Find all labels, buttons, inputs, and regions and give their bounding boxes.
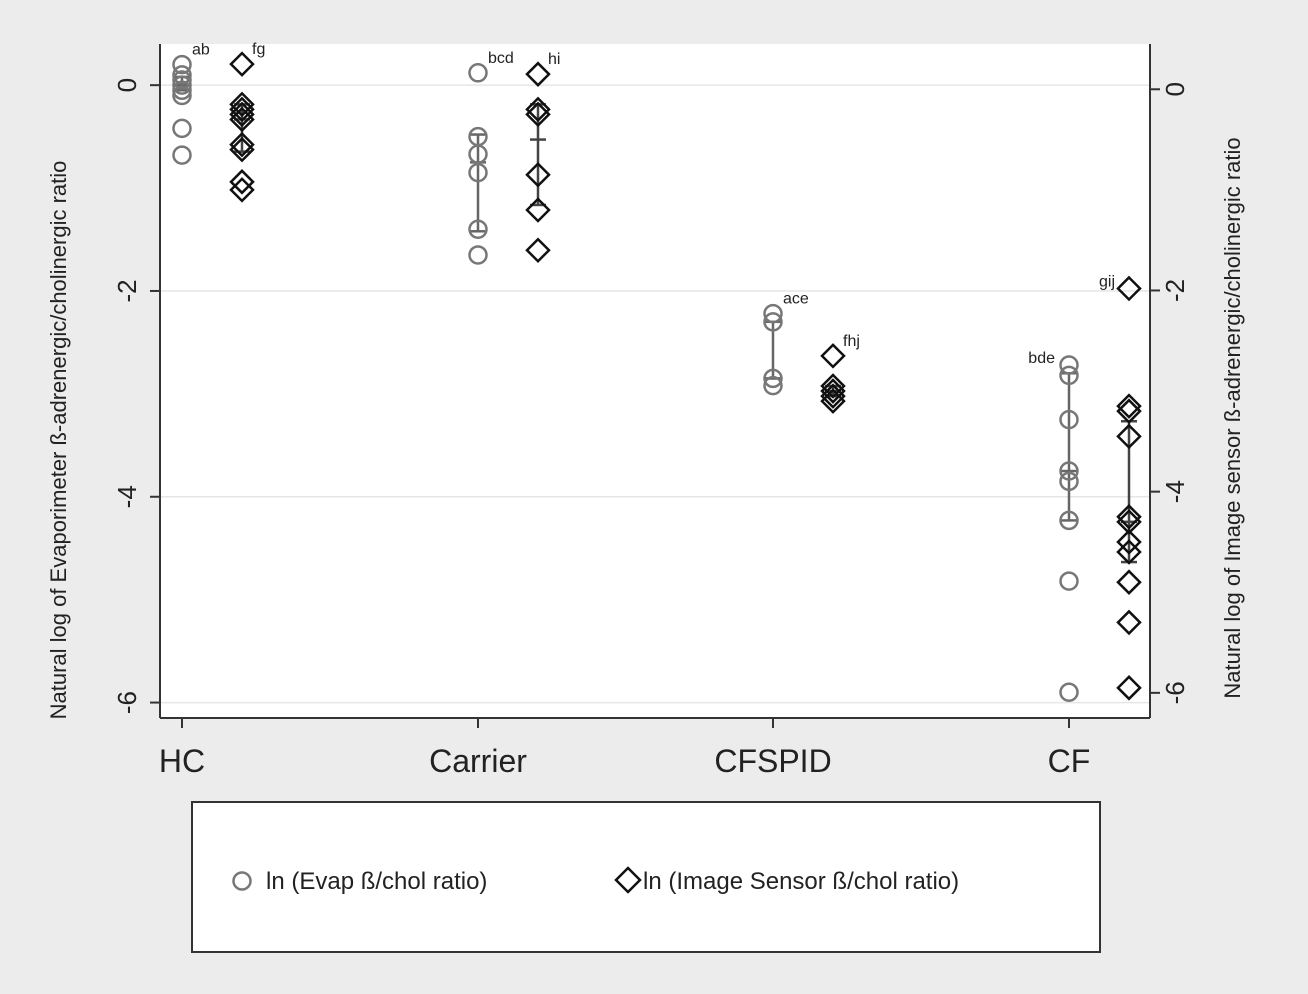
circle-marker [468, 162, 488, 183]
diamond-marker [1116, 275, 1142, 302]
grid-lines [160, 84, 1150, 704]
diamond-marker [820, 373, 846, 399]
annotation-label: hi [548, 51, 560, 68]
circle-marker [172, 80, 192, 101]
diamond-marker [229, 101, 255, 128]
right-axis-ticks: 0 -2 -4 -6 [1150, 82, 1190, 704]
x-category-label: Carrier [429, 743, 527, 779]
circle-marker [468, 63, 488, 83]
legend-label-image-sensor: ln (Image Sensor ß/chol ratio) [643, 868, 959, 895]
circle-marker [763, 375, 783, 396]
x-category-label: CFSPID [714, 743, 831, 779]
circle-marker [763, 368, 783, 389]
diamond-marker [1116, 423, 1142, 450]
diamond-marker [820, 343, 846, 369]
right-axis-title: Natural log of Image sensor ß-adrenergic… [1220, 137, 1245, 698]
plot-area [160, 44, 1150, 718]
diamond-marker [1116, 509, 1142, 535]
diamond-marker [1116, 504, 1142, 530]
diamond-marker [1116, 398, 1142, 424]
annotation-label: bcd [488, 50, 514, 67]
circle-marker [1059, 409, 1079, 430]
left-tick-label: -4 [112, 485, 142, 508]
diamond-marker [525, 96, 551, 123]
annotation-label: ab [192, 42, 210, 59]
diamond-marker [525, 61, 551, 87]
diamond-marker [1116, 609, 1142, 636]
diamond-marker [820, 388, 846, 414]
diamond-marker [525, 197, 551, 223]
left-axis-title: Natural log of Evaporimeter ß-adrenergic… [46, 161, 71, 720]
right-tick-label: 0 [1160, 82, 1190, 96]
diamond-marker [229, 131, 255, 158]
right-tick-label: -2 [1160, 279, 1190, 302]
circle-marker [1059, 510, 1079, 531]
diamond-marker [229, 106, 255, 133]
annotation-label: fg [252, 41, 265, 58]
circle-marker [172, 65, 192, 85]
diamond-marker [229, 169, 255, 195]
significance-annotations: ab fg bcd hi ace fhj bde gij [192, 41, 1115, 367]
diamond-marker [820, 378, 846, 404]
right-tick-label: -4 [1160, 480, 1190, 503]
circle-marker [468, 219, 488, 239]
circle-marker [172, 118, 192, 139]
circle-marker [172, 145, 192, 165]
x-category-label: HC [159, 743, 205, 779]
circle-marker [172, 70, 192, 90]
diamond-marker [1116, 539, 1142, 565]
diamond-marker [229, 91, 255, 118]
legend-circle-marker [232, 871, 252, 891]
circle-marker [172, 85, 192, 106]
circle-marker [172, 54, 192, 75]
annotation-label: bde [1028, 350, 1055, 367]
diamond-marker [1116, 393, 1142, 419]
diamond-marker [525, 237, 551, 263]
circle-marker [1059, 355, 1079, 375]
legend-box [191, 801, 1101, 953]
diamond-marker [229, 96, 255, 123]
diamond-marker [229, 136, 255, 163]
circle-marker [468, 144, 488, 164]
diamond-marker [229, 51, 255, 77]
circle-marker [763, 312, 783, 332]
diamond-marker [820, 383, 846, 409]
annotation-label: fhj [843, 333, 860, 350]
left-tick-label: 0 [112, 78, 142, 92]
diamond-marker [525, 101, 551, 128]
circle-marker [468, 245, 488, 265]
circle-marker [1059, 682, 1079, 703]
legend-label-evap: ln (Evap ß/chol ratio) [266, 868, 487, 895]
right-tick-label: -6 [1160, 681, 1190, 704]
left-tick-label: -2 [112, 279, 142, 302]
x-axis-ticks: HC Carrier CFSPID CF [159, 718, 1090, 779]
diamond-marker [229, 177, 255, 203]
legend: ln (Evap ß/chol ratio) ln (Image Sensor … [191, 801, 1101, 953]
left-tick-label: -6 [112, 691, 142, 714]
diamond-marker [1116, 569, 1142, 595]
annotation-label: ace [783, 291, 809, 308]
diamond-marker [1116, 675, 1142, 701]
diamond-marker [1116, 529, 1142, 555]
circle-marker [1059, 571, 1079, 591]
x-category-label: CF [1048, 743, 1091, 779]
circle-marker [1059, 365, 1079, 386]
legend-diamond-marker [614, 866, 642, 894]
diamond-marker [525, 162, 551, 188]
annotation-label: gij [1099, 273, 1115, 290]
circle-marker [763, 303, 783, 324]
circle-marker [1059, 461, 1079, 481]
circle-marker [1059, 471, 1079, 492]
data-markers [172, 51, 1142, 703]
left-axis-ticks: 0 -2 -4 -6 [112, 78, 160, 714]
circle-marker [172, 75, 192, 95]
